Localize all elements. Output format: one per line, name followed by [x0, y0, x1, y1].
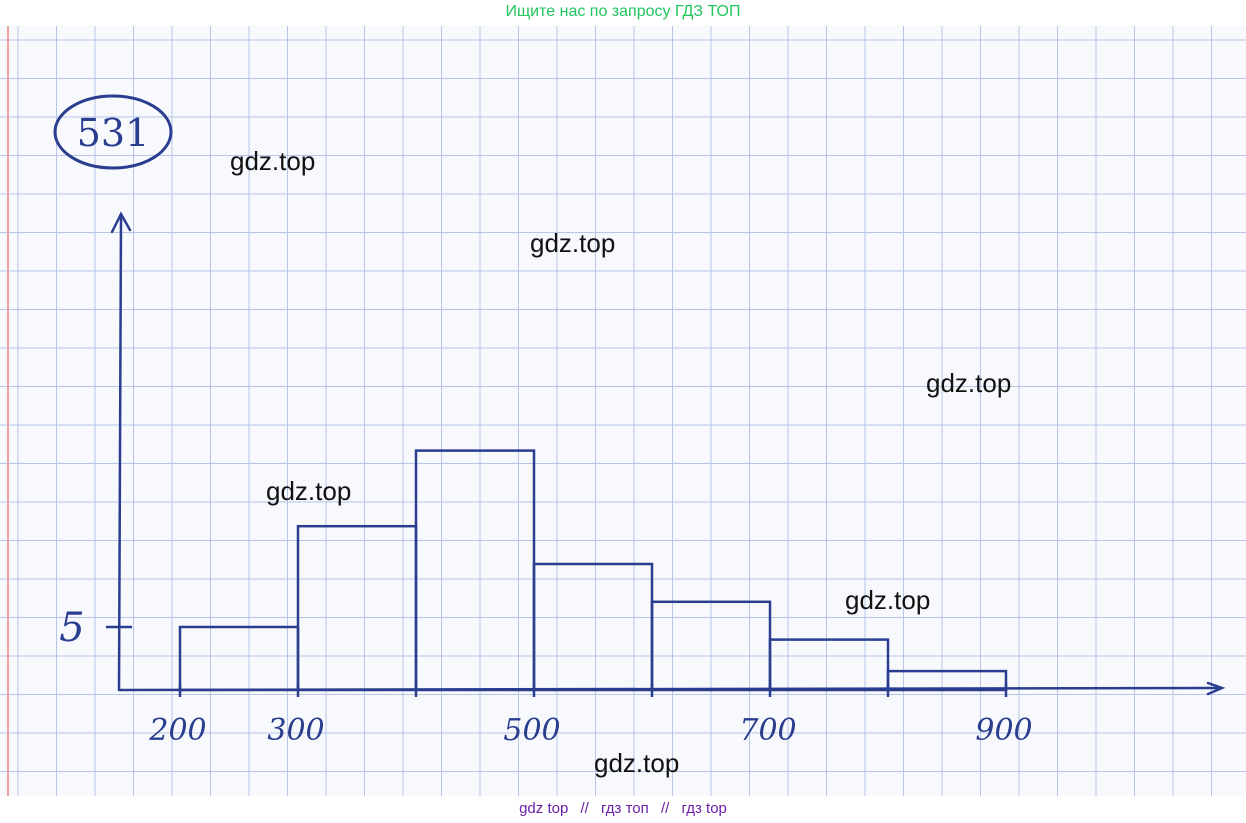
y-axis-arrow [110, 211, 132, 234]
watermark: gdz.top [845, 585, 931, 615]
histogram-bar [178, 625, 300, 692]
watermark: gdz.top [594, 748, 680, 778]
problem-number-circle [53, 94, 173, 170]
watermark: gdz.top [266, 476, 352, 506]
notebook-grid [0, 26, 1246, 796]
x-tick-label: 500 [503, 713, 560, 748]
problem-number: 531 [77, 111, 150, 155]
histogram-bars [178, 449, 1008, 692]
watermark: gdz.top [530, 228, 616, 258]
watermark: gdz.top [926, 368, 1012, 398]
bottom-banner-separator: // [580, 800, 589, 817]
notebook-page [0, 26, 1246, 796]
histogram-bar [414, 449, 536, 692]
x-axis-arrow [1206, 681, 1226, 696]
watermark: gdz.top [230, 146, 316, 176]
axes [110, 211, 1226, 696]
x-tick-label: 700 [739, 713, 796, 748]
y-axis [117, 216, 123, 692]
x-tick-label: 300 [267, 713, 324, 748]
y-tick-label: 5 [59, 605, 84, 651]
top-banner: Ищите нас по запросу ГДЗ ТОП [505, 3, 741, 20]
histogram-bar [296, 524, 418, 692]
histogram-bar [768, 638, 890, 692]
bottom-banner-separator: // [660, 800, 670, 817]
bottom-banner: gdz top // гдз топ // гдз top [0, 796, 1246, 823]
axis-ticks: 200 300 500 700 900 5 [59, 605, 1032, 748]
bottom-banner-text: гдз top [681, 800, 727, 817]
x-tick-label: 900 [975, 713, 1032, 748]
histogram-bar [886, 669, 1008, 692]
x-tick-label: 200 [148, 713, 206, 748]
bottom-banner-text: гдз топ [601, 800, 649, 817]
bottom-banner-text: gdz top [519, 800, 569, 817]
